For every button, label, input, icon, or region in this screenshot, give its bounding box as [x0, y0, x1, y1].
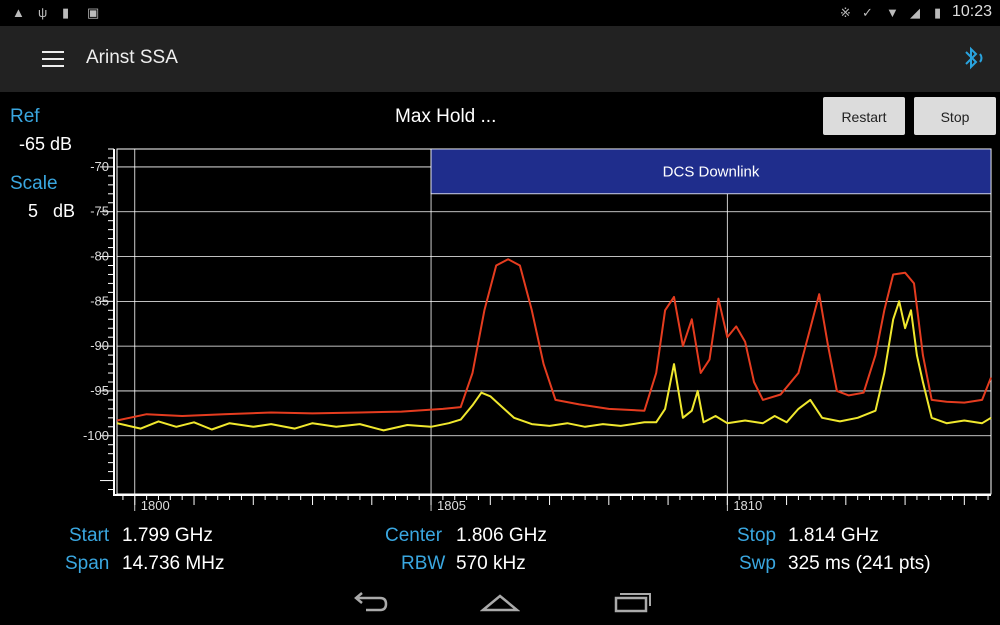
clock: 10:23	[951, 3, 992, 20]
mode-label: Max Hold ...	[395, 106, 497, 127]
scale-value[interactable]: 5 dB	[28, 201, 76, 221]
usb-icon: ψ	[38, 5, 48, 20]
y-tick-label: -90	[90, 338, 109, 353]
bluetooth-status-icon: ※	[840, 5, 851, 20]
stop-label: Stop	[737, 525, 777, 546]
menu-icon[interactable]	[42, 51, 64, 67]
y-tick-label: -75	[90, 204, 109, 219]
warning-icon: ▲	[12, 5, 25, 20]
bluetooth-icon[interactable]	[960, 45, 988, 71]
y-tick-label: -85	[90, 293, 109, 308]
status-bar: ▲ ψ ▮ ▣ ※ ✓ ▼ ◢ ▮ 10:23	[0, 0, 1000, 26]
home-icon[interactable]	[480, 590, 520, 614]
back-icon[interactable]	[350, 590, 390, 614]
x-tick-label: 1810	[733, 498, 762, 513]
y-tick-label: -95	[90, 383, 109, 398]
ref-label: Ref	[10, 106, 40, 127]
rbw-label: RBW	[401, 553, 446, 574]
photo-icon: ▣	[87, 5, 100, 20]
x-tick-label: 1800	[141, 498, 170, 513]
app-bar	[0, 26, 1000, 92]
signal-icon: ◢	[910, 5, 920, 20]
y-tick-label: -70	[90, 159, 109, 174]
battery-icon: ▮	[934, 5, 942, 20]
mute-icon: ✓	[862, 5, 873, 20]
max-hold-trace	[116, 258, 992, 422]
y-tick-label: -80	[90, 249, 109, 264]
span-label: Span	[65, 553, 110, 574]
scale-label: Scale	[10, 173, 58, 194]
wifi-icon: ▼	[886, 5, 899, 20]
x-tick-label: 1805	[437, 498, 466, 513]
restart-button[interactable]: Restart	[823, 97, 905, 135]
band-region	[430, 148, 992, 195]
recent-apps-icon[interactable]	[612, 590, 652, 614]
rbw-value: 570 kHz	[456, 553, 526, 574]
swp-value: 325 ms (241 pts)	[788, 553, 931, 574]
y-tick-label: -100	[83, 428, 109, 443]
center-value: 1.806 GHz	[456, 525, 547, 546]
stop-button[interactable]: Stop	[914, 97, 996, 135]
span-value: 14.736 MHz	[122, 553, 225, 574]
app-title: Arinst SSA	[86, 47, 178, 68]
stop-value: 1.814 GHz	[788, 525, 879, 546]
start-label: Start	[69, 525, 110, 546]
spectrum-chart[interactable]: -70 -75 -80 -85 -90 -95 -100 1800 1805 1810 DCS Do…	[0, 140, 1000, 522]
band-label: DCS Downlink	[663, 163, 760, 180]
sd-card-icon: ▮	[62, 5, 70, 20]
plot-area	[116, 148, 992, 495]
start-value: 1.799 GHz	[122, 525, 213, 546]
swp-label: Swp	[739, 553, 776, 574]
center-label: Center	[385, 525, 443, 546]
ref-value[interactable]: -65 dB	[19, 134, 73, 154]
live-trace	[116, 300, 992, 432]
